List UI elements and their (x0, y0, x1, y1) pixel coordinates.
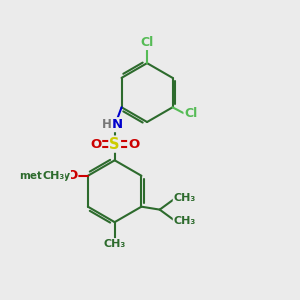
Text: H: H (101, 118, 111, 131)
Text: Cl: Cl (140, 36, 154, 49)
Text: CH₃: CH₃ (42, 171, 64, 181)
Text: N: N (112, 118, 123, 131)
Text: Cl: Cl (184, 107, 198, 120)
Text: CH₃: CH₃ (103, 238, 126, 249)
Text: O: O (128, 138, 140, 151)
Text: O: O (66, 169, 77, 182)
Text: CH₃: CH₃ (173, 194, 196, 203)
Text: S: S (110, 136, 120, 152)
Text: methoxy: methoxy (19, 171, 70, 181)
Text: CH₃: CH₃ (173, 216, 196, 226)
Text: O: O (90, 138, 101, 151)
